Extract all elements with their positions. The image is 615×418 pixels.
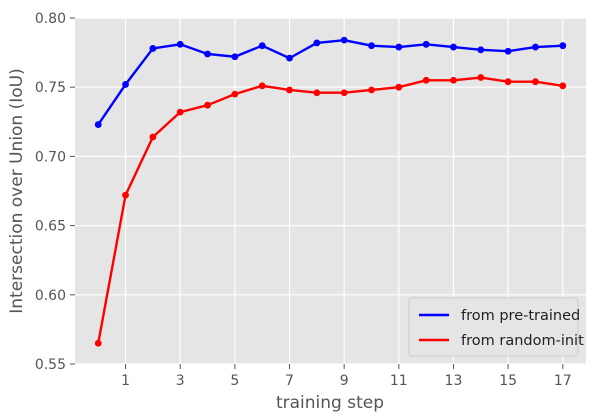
data-point-pretrained — [286, 54, 293, 62]
data-point-random-init — [340, 89, 348, 97]
grid-lines — [75, 17, 586, 365]
y-axis-title: Intersection over Union (IoU) — [7, 68, 27, 314]
x-tick-label: 7 — [285, 373, 294, 389]
data-point-random-init — [504, 78, 512, 86]
data-point-pretrained — [231, 53, 239, 61]
data-point-pretrained — [368, 42, 375, 50]
y-tick-label: 0.55 — [35, 357, 66, 373]
legend-label-random: from random-init — [461, 333, 584, 349]
data-point-random-init — [176, 108, 184, 116]
data-point-pretrained — [122, 81, 129, 88]
data-point-pretrained — [395, 43, 403, 51]
x-tick-label: 15 — [499, 373, 517, 389]
x-tick-label: 1 — [121, 373, 130, 389]
series-line-random-init — [97, 76, 563, 344]
data-point-random-init — [258, 82, 266, 90]
data-point-random-init — [149, 133, 157, 141]
y-tick-label: 0.60 — [35, 288, 66, 304]
x-axis-ticks: 1 3 5 7 9 11 13 15 17 — [121, 364, 572, 389]
data-point-random-init — [204, 101, 211, 109]
x-axis-title: training step — [276, 393, 384, 413]
x-tick-label: 17 — [554, 373, 572, 389]
legend-label-pretrained: from pre-trained — [461, 308, 580, 324]
y-tick-label: 0.70 — [35, 149, 66, 165]
data-point-pretrained — [532, 43, 539, 51]
series-layer — [94, 36, 567, 347]
x-tick-label: 5 — [230, 373, 239, 389]
legend: from pre-trained from random-init — [408, 297, 584, 357]
data-point-pretrained — [450, 43, 457, 51]
data-point-random-init — [395, 83, 403, 91]
data-point-pretrained — [204, 50, 211, 58]
data-point-pretrained — [477, 46, 485, 54]
data-point-random-init — [286, 86, 293, 94]
data-point-random-init — [559, 82, 567, 90]
data-point-pretrained — [422, 40, 430, 48]
data-point-random-init — [532, 78, 539, 86]
data-point-pretrained — [94, 121, 102, 128]
data-point-random-init — [313, 89, 321, 97]
legend-box — [408, 297, 579, 357]
y-tick-label: 0.80 — [35, 11, 66, 27]
data-point-pretrained — [559, 42, 567, 50]
x-tick-label: 13 — [445, 373, 463, 389]
data-point-random-init — [450, 76, 457, 84]
data-point-random-init — [422, 76, 430, 84]
data-point-pretrained — [313, 39, 321, 47]
data-point-random-init — [368, 86, 375, 94]
x-tick-label: 11 — [390, 373, 408, 389]
y-tick-label: 0.65 — [35, 219, 66, 235]
data-point-pretrained — [258, 42, 266, 50]
data-point-random-init — [122, 191, 129, 199]
data-point-random-init — [94, 339, 102, 347]
series-line-pretrained — [97, 38, 563, 126]
x-tick-label: 3 — [176, 373, 185, 389]
data-point-pretrained — [149, 45, 157, 52]
data-point-random-init — [477, 74, 485, 81]
x-tick-label: 9 — [340, 373, 349, 389]
y-axis-ticks: 0.55 0.60 0.65 0.70 0.75 0.80 — [35, 11, 75, 373]
data-point-pretrained — [340, 36, 348, 44]
data-point-pretrained — [504, 47, 512, 55]
y-tick-label: 0.75 — [35, 80, 66, 96]
data-point-pretrained — [176, 40, 184, 48]
data-point-random-init — [231, 90, 239, 98]
